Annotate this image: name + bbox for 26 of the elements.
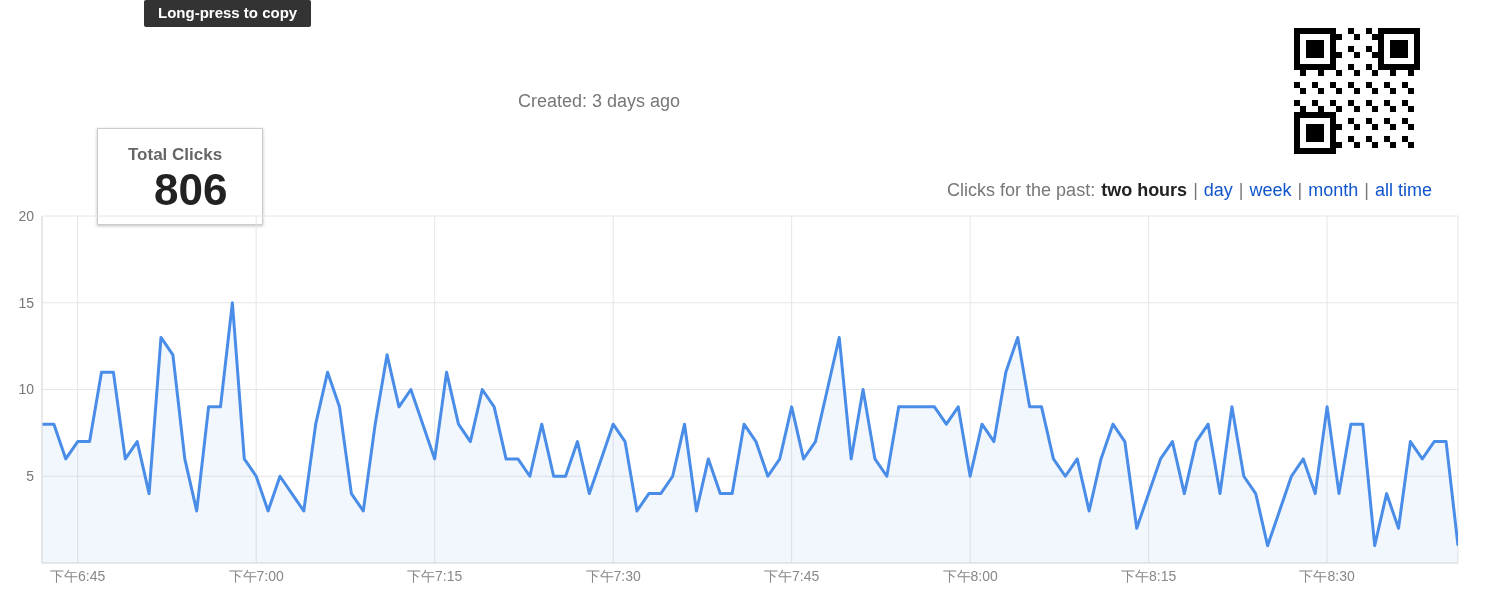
y-tick-label: 5 [26,468,35,485]
text: day [1203,180,1233,201]
text: | [1364,180,1369,201]
text: week [1249,180,1292,201]
y-tick-label: 10 [18,381,35,398]
x-tick-label: 下午8:15 [1121,567,1177,584]
x-tick-label: 下午7:00 [228,567,285,584]
text: Created: 3 days ago [518,91,681,112]
x-tick-label: 下午7:15 [407,567,463,584]
text: | [1238,180,1244,201]
text: | [1297,180,1303,201]
x-tick-label: 下午8:00 [942,567,998,584]
text: Total Clicks [128,145,223,165]
text: month [1308,180,1359,201]
text: all time [1374,180,1432,201]
y-tick-label: 20 [18,207,35,224]
text: two hours [1101,180,1188,201]
text: Clicks for the past: [947,180,1096,201]
y-tick-label: 15 [18,294,35,311]
text: | [1193,180,1198,201]
text: 806 [154,165,228,215]
x-tick-label: 下午7:30 [585,567,641,584]
x-tick-label: 下午7:45 [764,567,820,584]
x-tick-label: 下午8:30 [1299,567,1355,584]
x-tick-label: 下午6:45 [50,567,106,584]
text: Long-press to copy [144,0,312,27]
